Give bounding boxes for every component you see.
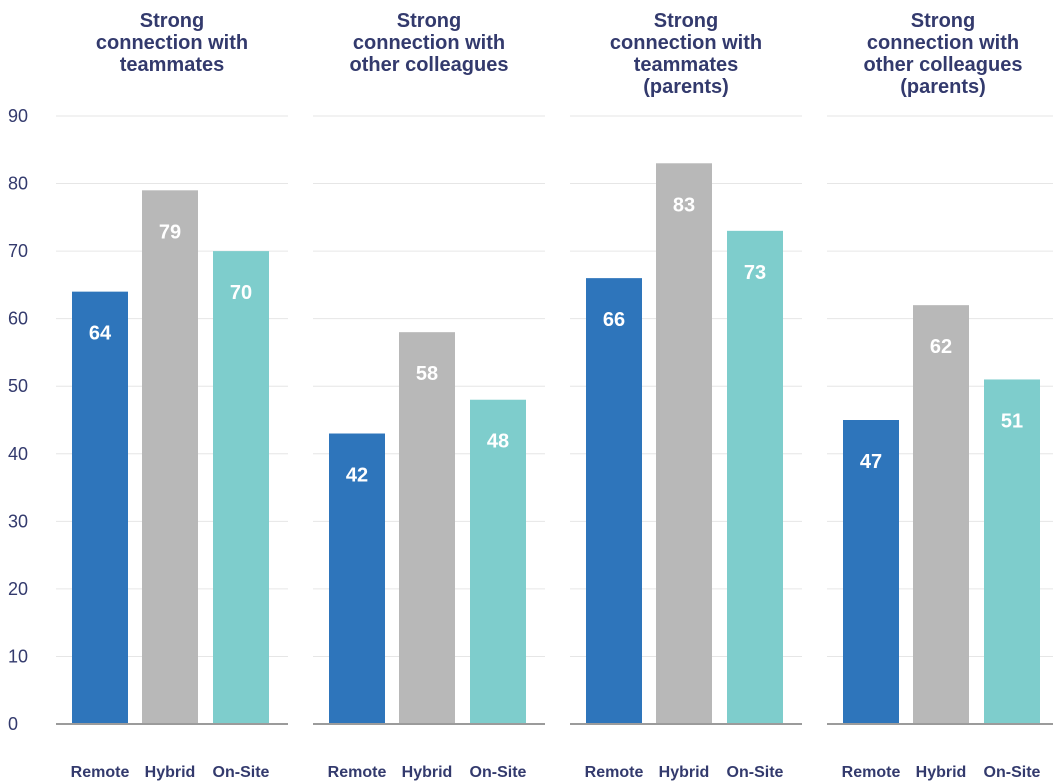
data-label: 62	[930, 336, 952, 358]
y-tick-label: 40	[8, 444, 28, 464]
bar-hybrid	[656, 163, 712, 725]
bar-hybrid	[142, 190, 198, 725]
chart-panel: 64 Remote 79 Hybrid 70 On-Site Strong connectio…	[56, 10, 288, 781]
chart-panel: 42 Remote 58 Hybrid 48 On-Site Strong connectio…	[313, 10, 545, 781]
y-tick-label: 90	[8, 106, 28, 126]
bar-on-site	[213, 251, 269, 724]
x-tick-label: Remote	[842, 764, 901, 781]
y-tick-label: 60	[8, 309, 28, 329]
bar-remote	[72, 291, 128, 724]
panel-title-line: teammates	[634, 54, 739, 76]
data-label: 58	[416, 363, 438, 385]
x-tick-label: Hybrid	[145, 764, 196, 781]
y-tick-label: 30	[8, 511, 28, 531]
x-tick-label: Remote	[71, 764, 130, 781]
panel-title-line: Strong	[140, 10, 204, 32]
bar-on-site	[984, 379, 1040, 724]
x-tick-label: Remote	[585, 764, 644, 781]
panel-title-line: Strong	[397, 10, 461, 32]
panel-title-line: connection with	[96, 32, 248, 54]
panel-title: Strong connection with teammates (parents)	[610, 10, 762, 98]
x-tick-label: On-Site	[984, 764, 1041, 781]
x-tick-label: On-Site	[470, 764, 527, 781]
panel-title-line: connection with	[867, 32, 1019, 54]
y-axis: 0 10 20 30 40 50 60 70 80 90	[8, 106, 28, 734]
x-tick-label: On-Site	[727, 764, 784, 781]
chart-panel: 66 Remote 83 Hybrid 73 On-Site Strong connectio…	[570, 10, 802, 781]
x-tick-label: Hybrid	[402, 764, 453, 781]
data-label: 79	[159, 221, 181, 243]
data-label: 51	[1001, 410, 1023, 432]
y-tick-label: 70	[8, 241, 28, 261]
panel-title-line: connection with	[353, 32, 505, 54]
data-label: 42	[346, 465, 368, 487]
bar-remote	[586, 278, 642, 724]
data-label: 70	[230, 282, 252, 304]
x-tick-label: On-Site	[213, 764, 270, 781]
panel-title-line: connection with	[610, 32, 762, 54]
y-tick-label: 10	[8, 646, 28, 666]
bar-hybrid	[399, 332, 455, 724]
data-label: 83	[673, 194, 695, 216]
bar-remote	[843, 420, 899, 724]
y-tick-label: 80	[8, 174, 28, 194]
x-tick-label: Hybrid	[916, 764, 967, 781]
bar-on-site	[470, 399, 526, 724]
y-tick-label: 50	[8, 376, 28, 396]
data-label: 66	[603, 309, 625, 331]
x-tick-label: Hybrid	[659, 764, 710, 781]
panel-title: Strong connection with teammates	[96, 10, 248, 76]
panel-title-line: other colleagues	[350, 54, 509, 76]
panel-title-line: other colleagues	[864, 54, 1023, 76]
data-label: 64	[89, 323, 112, 345]
bar-on-site	[727, 230, 783, 724]
panel-title-line: Strong	[911, 10, 975, 32]
bar-hybrid	[913, 305, 969, 724]
bar-remote	[329, 433, 385, 724]
panel-title-line: teammates	[120, 54, 225, 76]
y-tick-label: 20	[8, 579, 28, 599]
chart-panel: 47 Remote 62 Hybrid 51 On-Site Strong connectio…	[827, 10, 1053, 781]
y-tick-label: 0	[8, 714, 18, 734]
data-label: 47	[860, 451, 882, 473]
data-label: 48	[487, 431, 509, 453]
panel-title-line: Strong	[654, 10, 718, 32]
data-label: 73	[744, 262, 766, 284]
panel-title: Strong connection with other colleagues (pa…	[864, 10, 1023, 98]
panel-title: Strong connection with other colleagues	[350, 10, 509, 76]
panel-title-line: (parents)	[643, 76, 729, 98]
panel-title-line: (parents)	[900, 76, 986, 98]
x-tick-label: Remote	[328, 764, 387, 781]
